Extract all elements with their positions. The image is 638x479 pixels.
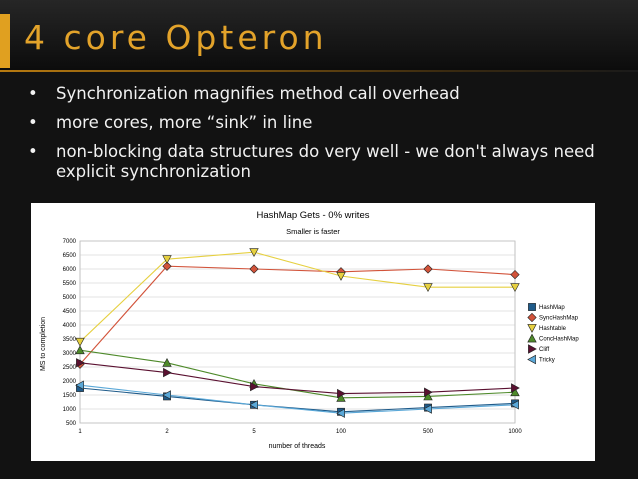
chart-title: HashMap Gets - 0% writes bbox=[257, 210, 370, 221]
legend-swatch-hashmap bbox=[528, 303, 536, 311]
legend-label: Hashtable bbox=[539, 326, 567, 332]
legend-label: ConcHashMap bbox=[539, 337, 579, 343]
data-point-tricky bbox=[162, 390, 171, 400]
data-point-hashtable bbox=[336, 272, 346, 281]
slide-title: 4 core Opteron bbox=[24, 18, 328, 57]
legend-label: Cliff bbox=[539, 347, 550, 353]
y-tick-label: 3000 bbox=[63, 351, 77, 357]
y-tick-label: 1000 bbox=[63, 407, 77, 413]
x-axis-label: number of threads bbox=[269, 443, 326, 450]
data-point-tricky bbox=[336, 408, 345, 418]
series-line-hashmap bbox=[79, 387, 516, 413]
data-point-hashtable bbox=[510, 283, 520, 293]
y-tick-label: 4000 bbox=[63, 323, 77, 329]
data-point-hashtable bbox=[423, 283, 433, 293]
data-point-tricky bbox=[423, 404, 432, 414]
bullet-dot: • bbox=[28, 142, 38, 161]
data-point-synchashmap bbox=[162, 261, 172, 271]
line-chart: HashMap Gets - 0% writes Smaller is fast… bbox=[40, 210, 579, 450]
bullet-item: • Synchronization magnifies method call o… bbox=[28, 84, 618, 104]
data-point-hashtable bbox=[249, 248, 259, 258]
data-point-synchashmap bbox=[249, 264, 259, 274]
bullet-list: • Synchronization magnifies method call o… bbox=[28, 84, 618, 191]
series-line-conchashmap bbox=[79, 349, 516, 399]
legend-label: HashMap bbox=[539, 305, 565, 311]
data-point-conchashmap bbox=[75, 345, 85, 355]
x-tick-label: 500 bbox=[423, 429, 434, 435]
legend-label: Tricky bbox=[539, 358, 555, 364]
data-point-tricky bbox=[510, 400, 519, 410]
chart-panel: HashMap Gets - 0% writes Smaller is fast… bbox=[31, 203, 595, 461]
legend-swatch-conchashmap bbox=[527, 333, 537, 343]
bullet-text: more cores, more “sink” in line bbox=[56, 113, 313, 132]
bullet-dot: • bbox=[28, 113, 38, 132]
data-point-conchashmap bbox=[336, 392, 346, 402]
y-axis-label: MS to completion bbox=[40, 317, 47, 371]
legend-swatch-hashtable bbox=[527, 324, 537, 333]
x-tick-label: 100 bbox=[336, 429, 347, 435]
y-tick-label: 1500 bbox=[63, 393, 77, 399]
y-tick-label: 5000 bbox=[63, 295, 77, 301]
y-tick-label: 4500 bbox=[63, 309, 77, 315]
series-line-cliff bbox=[79, 362, 516, 395]
y-tick-label: 6000 bbox=[63, 267, 77, 273]
title-divider bbox=[0, 70, 638, 72]
x-tick-label: 1 bbox=[78, 429, 82, 435]
data-point-cliff bbox=[76, 358, 85, 368]
chart-subtitle: Smaller is faster bbox=[286, 227, 340, 236]
data-point-conchashmap bbox=[162, 357, 172, 367]
data-point-tricky bbox=[249, 400, 258, 410]
data-point-cliff bbox=[511, 383, 520, 393]
bullet-item: • non-blocking data structures do very we… bbox=[28, 142, 618, 182]
data-point-conchashmap bbox=[510, 387, 520, 397]
y-tick-label: 500 bbox=[66, 421, 77, 427]
data-point-cliff bbox=[250, 381, 259, 392]
series-line-tricky bbox=[79, 384, 516, 414]
series-line-synchashmap bbox=[79, 265, 516, 365]
legend-swatch-cliff bbox=[528, 344, 537, 354]
y-tick-label: 7000 bbox=[63, 239, 77, 245]
y-tick-label: 2000 bbox=[63, 379, 77, 385]
x-tick-label: 5 bbox=[252, 429, 256, 435]
x-tick-label: 1000 bbox=[508, 429, 522, 435]
data-point-synchashmap bbox=[423, 264, 433, 274]
legend-label: SyncHashMap bbox=[539, 316, 579, 322]
series-line-hashtable bbox=[79, 251, 515, 343]
y-tick-label: 3500 bbox=[63, 337, 77, 343]
legend-swatch-synchashmap bbox=[527, 312, 537, 323]
data-point-cliff bbox=[337, 388, 346, 399]
data-point-tricky bbox=[75, 380, 84, 390]
title-bar bbox=[0, 0, 638, 70]
data-point-cliff bbox=[163, 367, 172, 378]
data-point-hashtable bbox=[162, 255, 172, 265]
data-point-cliff bbox=[424, 387, 433, 397]
y-tick-label: 5500 bbox=[63, 281, 77, 287]
bullet-item: • more cores, more “sink” in line bbox=[28, 113, 618, 133]
bullet-text: Synchronization magnifies method call ov… bbox=[56, 84, 460, 103]
data-point-synchashmap bbox=[510, 269, 520, 280]
legend-swatch-tricky bbox=[527, 354, 536, 365]
data-point-conchashmap bbox=[423, 391, 433, 401]
y-tick-label: 2500 bbox=[63, 365, 77, 371]
x-tick-label: 2 bbox=[165, 429, 169, 435]
data-point-hashtable bbox=[75, 337, 85, 347]
y-tick-label: 6500 bbox=[63, 253, 77, 259]
title-accent-bar bbox=[0, 14, 10, 68]
bullet-dot: • bbox=[28, 84, 38, 103]
bullet-text: non-blocking data structures do very wel… bbox=[56, 142, 595, 181]
